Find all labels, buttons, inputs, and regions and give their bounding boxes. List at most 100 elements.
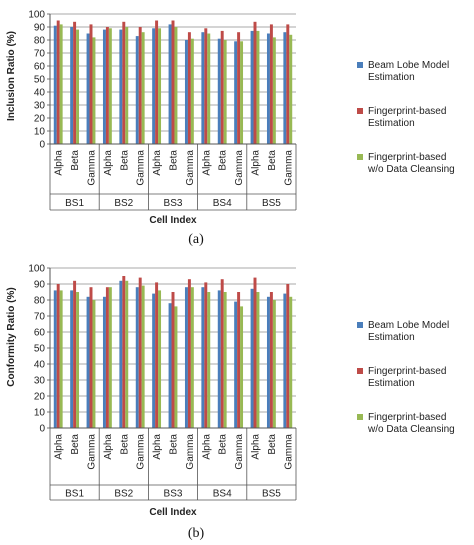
y-tick-label: 70: [34, 312, 46, 323]
y-tick-label: 80: [34, 296, 46, 307]
x-category-label: Beta: [70, 150, 81, 171]
legend-swatch: [357, 154, 363, 160]
bar-series-1: [86, 33, 90, 144]
chart-a-category-labels: Alpha Beta Gamma Alpha Beta Gamma Alpha Beta Gam…: [54, 150, 295, 186]
x-group-label: BS1: [65, 489, 84, 500]
y-tick-label: 30: [34, 101, 46, 112]
bar-series-2: [286, 24, 290, 144]
x-category-label: Gamma: [234, 434, 245, 470]
bar-series-1: [53, 290, 57, 428]
x-category-label: Beta: [169, 434, 180, 455]
bar-series-3: [108, 28, 112, 144]
bar-series-1: [152, 28, 156, 144]
bar-series-2: [269, 292, 273, 428]
y-tick-label: 60: [34, 62, 46, 73]
legend-label: Fingerprint-based w/o Data Cleansing: [367, 152, 455, 175]
bar-series-2: [286, 284, 290, 428]
bar-series-1: [135, 287, 139, 428]
y-tick-label: 50: [34, 75, 46, 86]
x-category-label: Beta: [119, 434, 130, 455]
chart-a-x-axis-title: Cell Index: [149, 215, 197, 226]
bar-series-1: [152, 293, 156, 428]
chart-a-caption: (a): [188, 232, 204, 247]
x-category-label: Gamma: [234, 150, 245, 186]
bar-series-1: [70, 290, 74, 428]
legend-label: Beam Lobe Model Estimation: [368, 60, 449, 83]
x-category-label: Alpha: [201, 150, 212, 176]
bar-series-1: [234, 41, 238, 144]
chart-a-bars: [53, 20, 293, 145]
bar-series-2: [269, 24, 273, 144]
bar-series-3: [141, 32, 145, 145]
legend-swatch: [357, 414, 363, 420]
bar-series-1: [119, 29, 123, 145]
bar-series-1: [86, 296, 90, 428]
bar-series-3: [158, 290, 162, 428]
bar-series-3: [223, 292, 227, 428]
x-category-label: Gamma: [87, 150, 98, 186]
bar-series-1: [168, 303, 172, 428]
x-category-label: Alpha: [152, 434, 163, 460]
chart-a-group-labels: BS1 BS2 BS3 BS4 BS5: [49, 144, 297, 211]
bar-series-3: [256, 292, 260, 428]
bar-series-2: [105, 27, 109, 144]
bar-series-2: [237, 32, 241, 145]
bar-series-2: [187, 32, 191, 145]
bar-series-1: [201, 287, 205, 428]
y-tick-label: 80: [34, 36, 46, 47]
chart-b-group-labels: BS1 BS2 BS3 BS4 BS5: [49, 428, 297, 501]
bar-series-1: [250, 288, 254, 428]
bar-series-3: [108, 287, 112, 428]
bar-series-2: [105, 287, 109, 428]
bar-series-3: [207, 33, 211, 144]
x-group-label: BS4: [213, 198, 232, 209]
bar-series-2: [171, 292, 175, 428]
y-tick-label: 40: [34, 360, 46, 371]
bar-series-3: [125, 27, 129, 144]
bar-series-2: [89, 24, 93, 144]
x-category-label: Alpha: [251, 150, 262, 176]
bar-series-3: [272, 300, 276, 428]
bar-series-2: [237, 292, 241, 428]
bar-series-3: [92, 300, 96, 428]
x-category-label: Beta: [267, 434, 278, 455]
y-tick-label: 10: [34, 408, 46, 419]
chart-b-legend: Beam Lobe Model Estimation Fingerprint-bas…: [357, 320, 455, 435]
y-tick-label: 20: [34, 114, 46, 125]
y-tick-label: 100: [28, 10, 45, 21]
bar-series-1: [266, 296, 270, 428]
chart-b-category-labels: Alpha Beta Gamma Alpha Beta Gamma Alpha Beta Gam…: [54, 434, 295, 470]
x-group-label: BS3: [164, 198, 183, 209]
x-category-label: Alpha: [54, 434, 65, 460]
bar-series-2: [122, 21, 126, 144]
x-group-label: BS1: [65, 198, 84, 209]
y-tick-label: 0: [39, 140, 45, 151]
x-category-label: Alpha: [251, 434, 262, 460]
y-tick-label: 100: [28, 264, 45, 275]
chart-b-caption: (b): [188, 526, 205, 541]
x-category-label: Beta: [218, 434, 229, 455]
x-category-label: Gamma: [87, 434, 98, 470]
legend-swatch: [357, 108, 363, 114]
x-group-label: BS5: [262, 198, 281, 209]
x-category-label: Beta: [267, 150, 278, 171]
x-category-label: Beta: [70, 434, 81, 455]
x-group-label: BS5: [262, 489, 281, 500]
bar-series-3: [76, 292, 80, 428]
x-category-label: Gamma: [185, 150, 196, 186]
chart-b-axes: [49, 268, 296, 429]
bar-series-2: [138, 277, 142, 428]
bar-series-1: [283, 32, 287, 145]
x-category-label: Alpha: [103, 150, 114, 176]
bar-series-2: [220, 279, 224, 428]
bar-series-3: [272, 37, 276, 144]
legend-label: Beam Lobe Model Estimation: [368, 320, 449, 343]
bar-series-1: [201, 32, 205, 145]
bar-series-3: [59, 290, 63, 428]
bar-series-2: [220, 30, 224, 144]
bar-series-3: [92, 37, 96, 144]
x-category-label: Beta: [119, 150, 130, 171]
y-tick-label: 0: [39, 424, 45, 435]
x-category-label: Gamma: [136, 434, 147, 470]
